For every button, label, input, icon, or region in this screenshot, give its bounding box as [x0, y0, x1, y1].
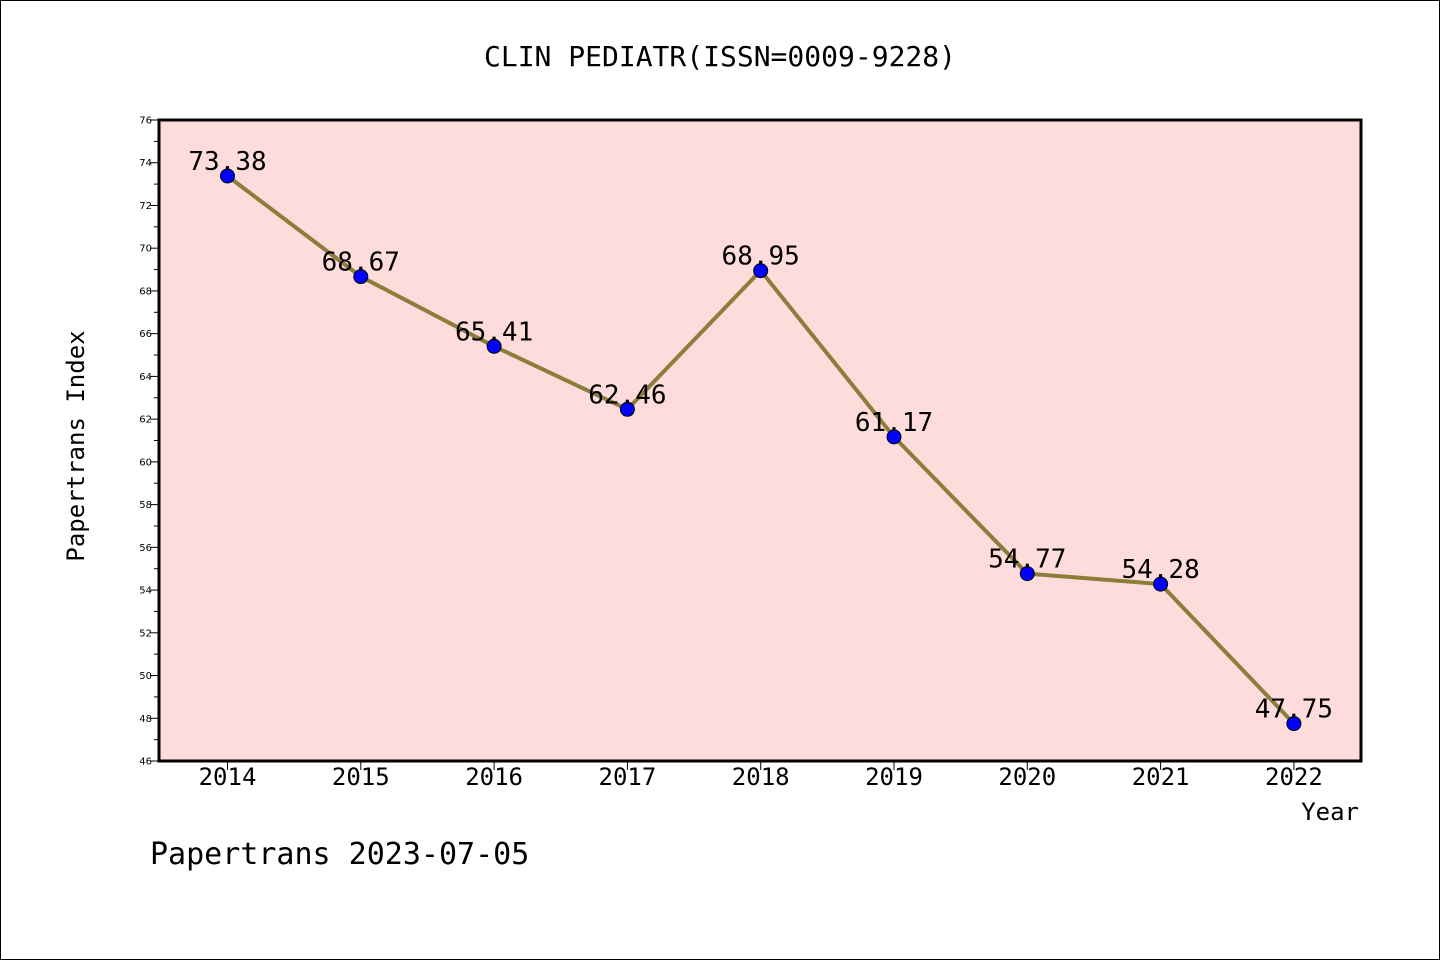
y-tick-label: 72 [139, 201, 152, 212]
y-tick-label: 46 [139, 757, 152, 768]
x-tick-label: 2020 [998, 763, 1056, 791]
footer-text: Papertrans 2023-07-05 [150, 837, 529, 872]
data-label: 62.46 [588, 380, 666, 410]
plot-border [157, 118, 1363, 763]
x-tick-label: 2019 [865, 763, 923, 791]
y-tick-label: 66 [139, 329, 152, 340]
marker-group [220, 168, 1302, 732]
data-label-group: 73.38 68.67 65.41 62.46 68.95 61.17 54.77 54.28… [188, 147, 1333, 725]
chart-title: CLIN PEDIATR(ISSN=0009-9228) [484, 40, 956, 73]
y-axis-label: Papertrans Index [62, 330, 90, 561]
y-tick-label: 50 [139, 671, 152, 682]
data-label: 61.17 [855, 408, 933, 438]
data-label: 54.28 [1121, 555, 1199, 585]
x-tick-label: 2016 [465, 763, 523, 791]
y-tick-label: 64 [139, 372, 152, 383]
y-tick-label: 76 [139, 116, 152, 127]
data-point [886, 429, 902, 445]
data-label: 68.67 [322, 248, 400, 278]
y-tick-label: 70 [139, 244, 152, 255]
data-point [1019, 566, 1035, 582]
data-label: 47.75 [1255, 695, 1333, 725]
y-tick-label: 58 [139, 500, 152, 511]
y-tick-label: 48 [139, 714, 152, 725]
data-point [753, 263, 769, 279]
data-point [619, 401, 635, 417]
y-tick-label: 74 [139, 158, 152, 169]
data-point [486, 338, 502, 354]
y-tick-label: 62 [139, 415, 152, 426]
x-axis: 2014 2015 2016 2017 2018 2019 2020 2021 2022 [199, 761, 1323, 791]
y-tick-label: 56 [139, 543, 152, 554]
y-tick-label: 54 [139, 586, 152, 597]
y-tick-label: 60 [139, 457, 152, 468]
x-tick-label: 2014 [199, 763, 257, 791]
data-label: 54.77 [988, 545, 1066, 575]
y-tick-label: 68 [139, 286, 152, 297]
x-tick-label: 2021 [1132, 763, 1190, 791]
y-tick-label: 52 [139, 628, 152, 639]
data-point [1153, 576, 1169, 592]
plot-area [159, 120, 1361, 761]
x-tick-label: 2022 [1265, 763, 1323, 791]
x-tick-label: 2015 [332, 763, 390, 791]
x-axis-label: Year [1301, 798, 1359, 826]
x-tick-label: 2017 [599, 763, 657, 791]
data-point [1286, 716, 1302, 732]
x-tick-label: 2018 [732, 763, 790, 791]
data-label: 65.41 [455, 317, 533, 347]
data-label: 73.38 [188, 147, 266, 177]
data-label: 68.95 [722, 242, 800, 272]
data-point [353, 269, 369, 285]
y-axis: 46 48 50 52 54 56 58 60 62 64 66 68 70 72 74 76 [139, 116, 159, 768]
data-point [220, 168, 235, 184]
